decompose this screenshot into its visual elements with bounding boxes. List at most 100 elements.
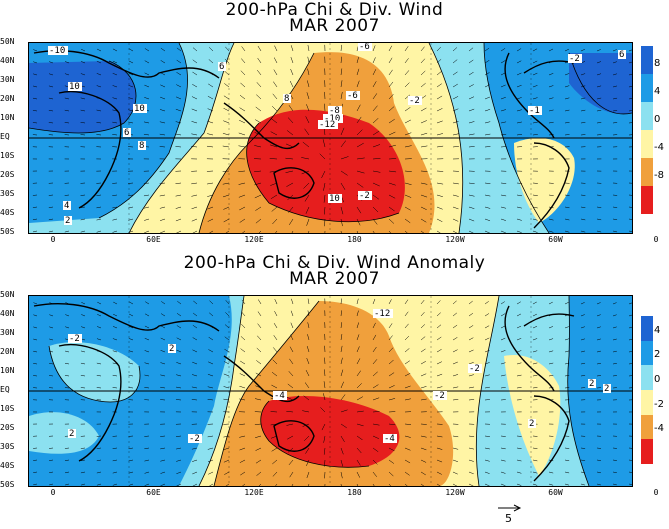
lat-label: 30S: [0, 442, 15, 451]
svg-text:6: 6: [124, 128, 129, 138]
lat-label: 30N: [0, 75, 15, 84]
svg-text:-1: -1: [529, 106, 540, 116]
lat-label: EQ: [0, 385, 10, 394]
colorbar-segment: [641, 102, 653, 130]
svg-text:-2: -2: [359, 191, 370, 201]
lat-label: 30N: [0, 328, 15, 337]
colorbar-segment: [641, 74, 653, 102]
contour-label: 2: [168, 344, 176, 354]
contour-label: 10: [133, 104, 147, 114]
lat-label: 20N: [0, 347, 15, 356]
contour-label: -2: [68, 334, 82, 344]
contour-label: 6: [123, 128, 131, 138]
lat-label: 10N: [0, 113, 15, 122]
svg-text:-10: -10: [49, 46, 65, 56]
contour-label: 8: [138, 141, 146, 151]
colorbar-segment: [641, 414, 653, 440]
contour-label: 6: [218, 62, 226, 72]
lon-label: 60E: [146, 235, 161, 244]
contour-label: 4: [63, 201, 71, 211]
contour-label: -12: [373, 309, 393, 319]
lon-label: 60E: [146, 488, 161, 497]
colorbar-segment: [641, 439, 653, 464]
lon-label: 0: [50, 488, 56, 497]
contour-label: -2: [468, 364, 482, 374]
svg-text:4: 4: [64, 201, 69, 211]
colorbar-segment: [641, 130, 653, 158]
lat-label: 50N: [0, 37, 15, 46]
svg-text:-4: -4: [384, 434, 395, 444]
bottom-map-subtitle: MAR 2007: [289, 269, 380, 289]
lat-label: 40N: [0, 309, 15, 318]
svg-text:-2: -2: [569, 54, 580, 64]
lat-label: 50S: [0, 480, 15, 489]
colorbar-label: 0: [654, 374, 661, 385]
contour-label: -4: [383, 434, 397, 444]
lon-label: 120E: [244, 488, 264, 497]
colorbar-label: -2: [654, 398, 664, 410]
svg-text:-2: -2: [409, 96, 420, 106]
reference-vector-label: 5: [505, 512, 512, 525]
lat-label: 10S: [0, 404, 15, 413]
colorbar-label: -4: [654, 142, 664, 153]
lon-label: 60W: [548, 235, 563, 244]
svg-text:2: 2: [589, 379, 594, 389]
lat-label: EQ: [0, 132, 10, 141]
contour-label: -2: [188, 434, 202, 444]
bottom-map-panel: -12 -2 2 2 -2 -4 -4 -2 2 2 -2 2: [28, 295, 633, 487]
svg-text:-2: -2: [189, 434, 200, 444]
lon-label: 120W: [445, 235, 465, 244]
contour-label: -2: [408, 96, 422, 106]
contour-label: 2: [603, 384, 611, 394]
top-colorbar: [641, 46, 653, 214]
bottom-map-field: -12-222 -2-4-4-222-22: [29, 296, 632, 486]
colorbar-label: 4: [654, 86, 661, 97]
svg-text:10: 10: [69, 82, 80, 92]
svg-text:2: 2: [65, 216, 70, 226]
contour-label: -1: [528, 106, 542, 116]
contour-label: -6: [346, 91, 360, 101]
colorbar-label: 0: [654, 114, 661, 125]
contour-label: 6: [618, 50, 626, 60]
colorbar-segment: [641, 365, 653, 390]
svg-text:2: 2: [69, 429, 74, 439]
lat-label: 50N: [0, 290, 15, 299]
bottom-map-title: 200-hPa Chi & Div. Wind Anomaly: [183, 253, 486, 273]
lon-label: 0: [50, 235, 56, 244]
colorbar-segment: [641, 158, 653, 186]
contour-label: -10: [323, 114, 343, 124]
contour-label: 2: [64, 216, 72, 226]
colorbar-label: 8: [654, 58, 661, 69]
lat-label: 10N: [0, 366, 15, 375]
top-map-subtitle: MAR 2007: [289, 16, 380, 36]
svg-text:-8: -8: [329, 106, 340, 116]
svg-text:-12: -12: [374, 309, 390, 319]
svg-text:2: 2: [169, 344, 174, 354]
contour-label: -2: [358, 191, 372, 201]
svg-text:2: 2: [604, 384, 609, 394]
contour-label: 2: [68, 429, 76, 439]
lon-label: 0: [653, 488, 659, 497]
lon-label: 180: [347, 488, 362, 497]
lon-label: 0: [653, 235, 659, 244]
contour-label: -6: [358, 43, 372, 52]
svg-text:10: 10: [329, 194, 340, 204]
svg-text:-2: -2: [434, 391, 445, 401]
colorbar-segment: [641, 186, 653, 214]
contour-label: 2: [528, 419, 536, 429]
colorbar-segment: [641, 46, 653, 74]
svg-text:6: 6: [619, 50, 624, 60]
colorbar-segment: [641, 316, 653, 341]
contour-label: 10: [328, 194, 342, 204]
lon-label: 120W: [445, 488, 465, 497]
top-map-title: 200-hPa Chi & Div. Wind: [225, 0, 444, 20]
colorbar-label: 2: [654, 349, 661, 361]
contour-label: -4: [273, 391, 287, 401]
colorbar-label: -8: [654, 170, 664, 181]
contour-label: -2: [433, 391, 447, 401]
top-map-panel: -6 -6 -8 -10 -12 -2 6 8 10 10 8 6 4 2 -2 -1 -2 6 10 -10: [28, 42, 633, 234]
bottom-colorbar: [641, 316, 653, 464]
lat-label: 40S: [0, 461, 15, 470]
lon-label: 120E: [244, 235, 264, 244]
